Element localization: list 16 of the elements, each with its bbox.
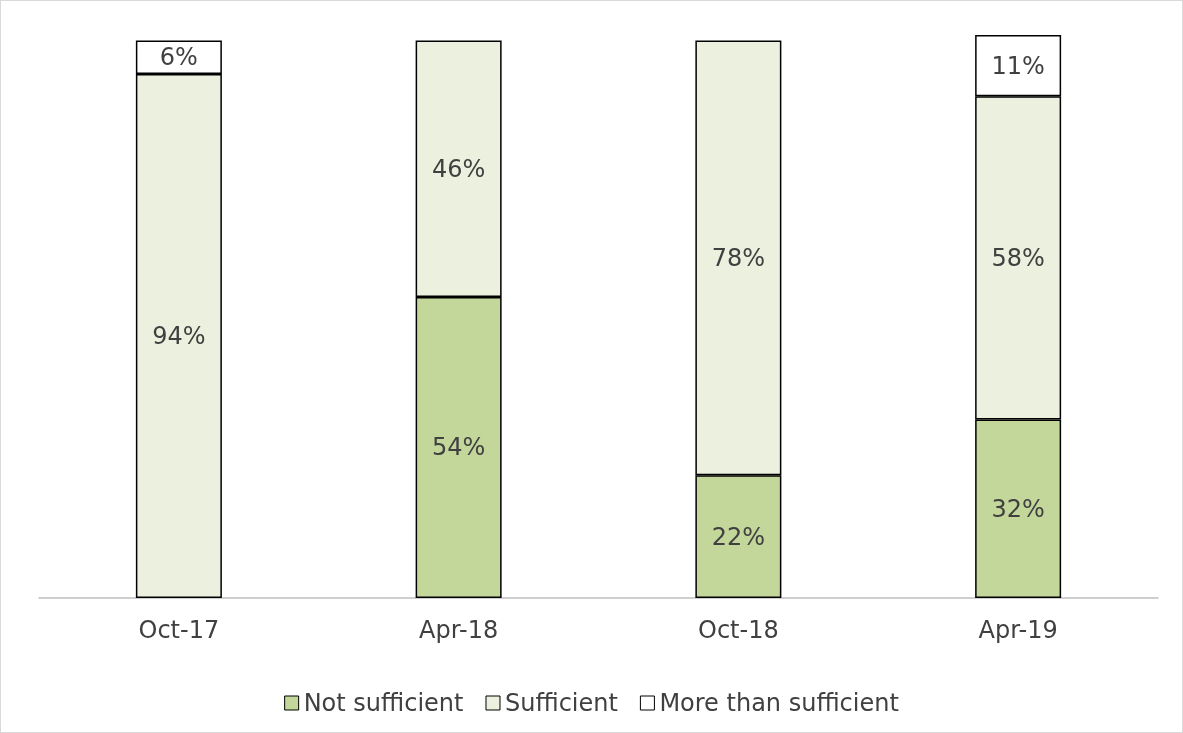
data-label: 54% — [431, 433, 486, 462]
x-tick-label: Apr-18 — [419, 616, 499, 644]
legend-label: Not sufficient — [303, 689, 464, 717]
legend-label: More than sufficient — [659, 689, 899, 717]
data-label: 11% — [991, 51, 1045, 80]
data-label: 6% — [159, 43, 198, 72]
data-label: 32% — [991, 494, 1045, 523]
data-label: 78% — [711, 243, 766, 272]
data-label: 22% — [711, 522, 766, 551]
data-label: 46% — [431, 154, 486, 183]
x-tick-label: Apr-19 — [978, 616, 1058, 644]
x-tick-label: Oct-17 — [138, 616, 220, 644]
data-label: 94% — [152, 322, 206, 351]
legend-label: Sufficient — [504, 689, 618, 717]
x-tick-label: Oct-18 — [698, 616, 779, 644]
data-label: 58% — [991, 243, 1045, 272]
